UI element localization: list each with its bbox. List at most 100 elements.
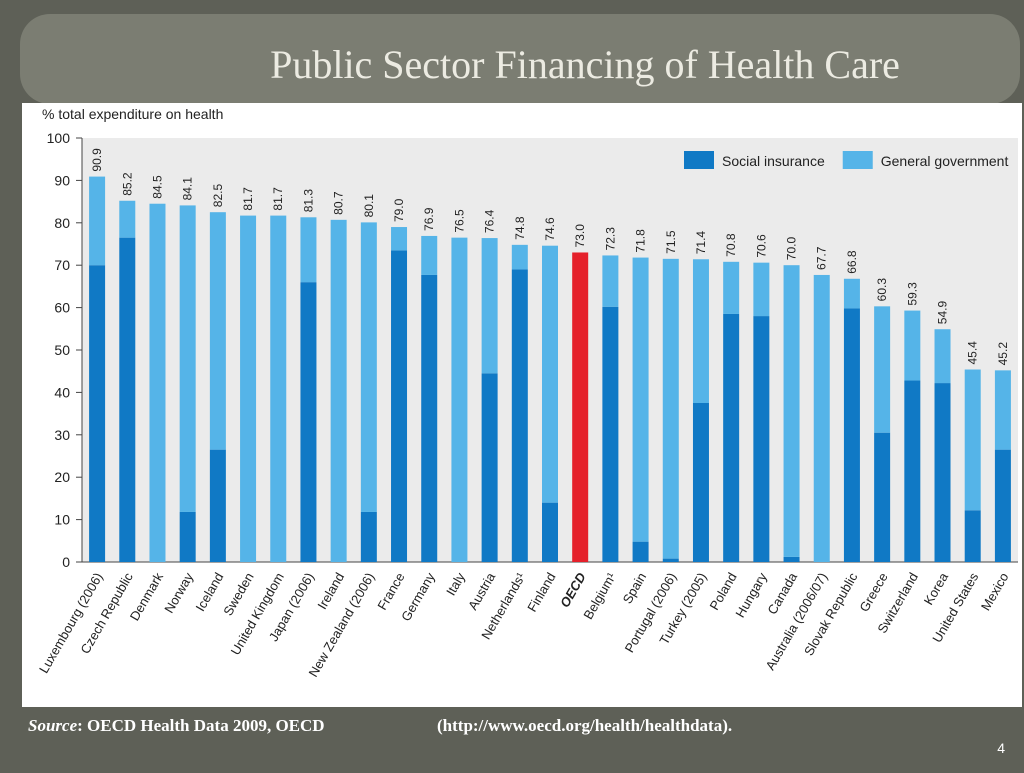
bar-segment [89, 176, 106, 266]
y-tick-label: 0 [62, 554, 70, 570]
bar-segment [179, 511, 196, 562]
total-label: 73.0 [573, 224, 587, 248]
bar-segment [843, 308, 860, 562]
bar-segment [662, 258, 679, 559]
slide-title: Public Sector Financing of Health Care [270, 42, 900, 87]
bar-segment [300, 282, 317, 562]
bar-segment [602, 306, 619, 562]
legend-label: General government [881, 153, 1009, 169]
bar-segment [723, 313, 740, 562]
bar-segment [240, 215, 257, 563]
total-label: 76.5 [452, 209, 466, 233]
total-label: 84.5 [150, 175, 164, 199]
bar-segment [753, 262, 770, 317]
total-label: 80.1 [362, 194, 376, 218]
bar-segment [511, 244, 528, 270]
total-label: 71.4 [694, 231, 708, 255]
bar-segment [904, 380, 921, 562]
bar-segment [783, 556, 800, 562]
bar-segment [360, 511, 377, 562]
total-label: 76.4 [483, 209, 497, 233]
total-label: 71.5 [664, 230, 678, 254]
bar-segment [874, 432, 891, 562]
bar-segment [662, 558, 679, 562]
y-tick-label: 80 [54, 215, 70, 231]
legend-swatch [842, 151, 873, 169]
y-axis-label: % total expenditure on health [42, 106, 223, 122]
bar-segment [481, 238, 498, 374]
total-label: 81.7 [241, 187, 255, 211]
bar-segment [964, 369, 981, 511]
bar-segment [511, 269, 528, 562]
bar-segment [391, 250, 408, 563]
bar-segment [843, 278, 860, 309]
source-note: Source: OECD Health Data 2009, OECD (http… [28, 716, 732, 735]
legend-label: Social insurance [722, 153, 825, 169]
bar-segment [994, 370, 1011, 450]
y-tick-label: 70 [54, 257, 70, 273]
bar-segment [542, 502, 558, 562]
bar-segment [179, 205, 196, 512]
total-label: 84.1 [181, 177, 195, 201]
bar-segment [300, 217, 317, 283]
total-label: 85.2 [120, 172, 134, 196]
total-label: 70.0 [785, 237, 799, 261]
bar-segment [632, 257, 649, 542]
total-label: 74.6 [543, 217, 557, 241]
bar-segment [270, 215, 287, 563]
total-label: 54.9 [936, 301, 950, 325]
bar-segment [904, 310, 921, 381]
total-label: 81.3 [301, 189, 315, 213]
title-band [20, 14, 1020, 104]
bar-segment [994, 449, 1011, 562]
total-label: 45.4 [966, 341, 980, 365]
bar-segment [723, 261, 740, 314]
total-label: 82.5 [211, 184, 225, 208]
y-tick-label: 20 [54, 469, 70, 485]
bar-segment [421, 235, 438, 275]
page-number: 4 [997, 740, 1005, 756]
bar-segment [783, 265, 800, 557]
legend-swatch [684, 151, 714, 169]
total-label: 67.7 [815, 246, 829, 270]
bar-segment [934, 329, 951, 384]
y-tick-label: 10 [54, 512, 70, 528]
total-label: 71.8 [634, 229, 648, 253]
total-label: 76.9 [422, 207, 436, 231]
bar-segment [813, 274, 830, 562]
total-label: 70.6 [754, 234, 768, 258]
bar-segment [874, 306, 891, 433]
y-tick-label: 40 [54, 384, 70, 400]
total-label: 60.3 [875, 278, 889, 302]
bar-segment [964, 510, 981, 562]
source-label: Source [28, 716, 78, 735]
bar-segment [934, 383, 951, 562]
total-label: 59.3 [905, 282, 919, 306]
total-label: 79.0 [392, 198, 406, 222]
bar-segment [360, 222, 377, 512]
y-tick-label: 50 [54, 342, 70, 358]
total-label: 66.8 [845, 250, 859, 274]
total-label: 80.7 [332, 191, 346, 215]
bar-segment [119, 237, 136, 562]
bar-segment [692, 403, 709, 562]
bar-segment [451, 237, 468, 562]
y-tick-label: 60 [54, 300, 70, 316]
source-text: : OECD Health Data 2009, OECD [77, 716, 324, 735]
bar-segment [119, 200, 136, 238]
y-tick-label: 90 [54, 172, 70, 188]
bar-segment [421, 274, 438, 562]
bar-segment [632, 541, 649, 562]
total-label: 74.8 [513, 216, 527, 240]
total-label: 81.7 [271, 187, 285, 211]
total-label: 90.9 [90, 148, 104, 172]
source-url: (http://www.oecd.org/health/healthdata). [437, 716, 732, 735]
bar-segment [542, 245, 558, 503]
total-label: 45.2 [996, 342, 1010, 366]
bar-highlight [572, 252, 589, 563]
total-label: 70.8 [724, 233, 738, 257]
y-tick-label: 100 [47, 130, 71, 146]
bar-segment [149, 203, 166, 562]
